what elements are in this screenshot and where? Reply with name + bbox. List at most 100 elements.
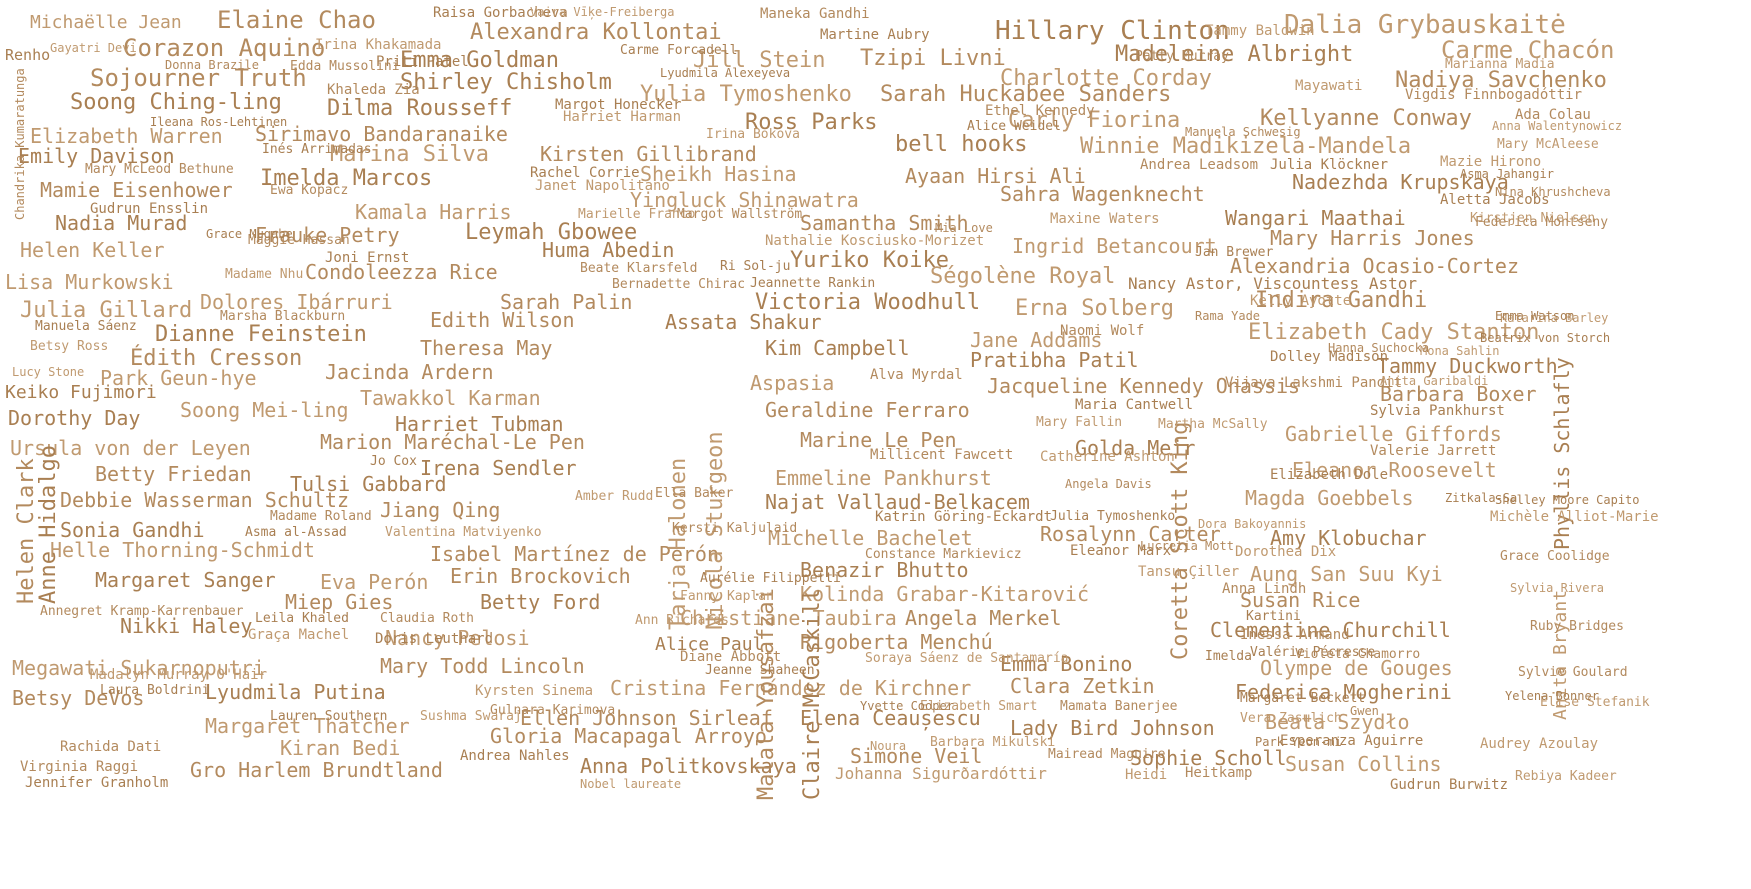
word-56: Victoria Woodhull bbox=[755, 290, 981, 315]
word-15: Charlotte Corday bbox=[1000, 66, 1212, 91]
word-247: Gulnara Karimova bbox=[490, 703, 616, 718]
word-166: Vigdis Finnbogadóttir bbox=[1405, 87, 1583, 103]
word-222: Valentina Matviyenko bbox=[385, 525, 542, 540]
word-264: Heidi bbox=[1125, 767, 1168, 783]
word-68: Pratibha Patil bbox=[970, 348, 1139, 372]
word-169: Ethel Kennedy bbox=[985, 103, 1095, 119]
word-210: Martha McSally bbox=[1158, 417, 1268, 432]
word-137: Anna Politkovskaya bbox=[580, 754, 797, 778]
word-179: Julia Klöckner bbox=[1270, 157, 1389, 173]
word-163: Khaleda Zia bbox=[327, 82, 420, 98]
word-86: Irena Sendler bbox=[420, 456, 577, 480]
word-100: Isabel Martínez de Perón bbox=[430, 542, 719, 566]
word-47: Huma Abedin bbox=[542, 238, 675, 262]
word-241: Diane Abbott bbox=[680, 649, 782, 665]
word-13: Sojourner Truth bbox=[90, 64, 307, 92]
word-64: Theresa May bbox=[420, 336, 553, 360]
word-207: Mary Fallin bbox=[1036, 415, 1123, 430]
word-118: Mary Todd Lincoln bbox=[380, 654, 585, 678]
word-182: Gudrun Ensslin bbox=[90, 201, 209, 217]
word-256: Mairead Maguire bbox=[1048, 747, 1166, 762]
word-92: Najat Vallaud-Belkacem bbox=[765, 490, 1030, 514]
word-246: Kyrsten Sinema bbox=[475, 683, 594, 699]
word-123: Cristina Fernández de Kirchner bbox=[610, 676, 972, 700]
word-10: Tzipi Livni bbox=[860, 46, 1006, 71]
word-72: Aspasia bbox=[750, 371, 835, 395]
word-268: Gwen bbox=[1350, 704, 1379, 718]
word-274: Grace Coolidge bbox=[1500, 549, 1610, 564]
word-65: Kim Campbell bbox=[765, 336, 910, 360]
word-161: Lyudmila Alexeyeva bbox=[660, 66, 791, 80]
word-39: Kamala Harris bbox=[355, 200, 512, 224]
word-218: Katrin Göring-Eckardt bbox=[875, 509, 1053, 525]
word-89: Tulsi Gabbard bbox=[290, 472, 447, 496]
word-132: Kiran Bedi bbox=[280, 736, 401, 760]
word-248: Margaret Beckett bbox=[1240, 691, 1366, 706]
word-211: Valerie Jarrett bbox=[1370, 443, 1497, 459]
word-154: Edda Mussolini bbox=[290, 59, 400, 74]
word-121: Betsy DeVos bbox=[12, 686, 145, 710]
word-184: Margot Wallström bbox=[677, 207, 803, 222]
word-98: Amy Klobuchar bbox=[1270, 526, 1427, 550]
word-122: Lyudmila Putina bbox=[205, 680, 386, 704]
word-104: Benazir Bhutto bbox=[800, 558, 969, 582]
word-5: Hillary Clinton bbox=[995, 16, 1230, 46]
word-236: Doris Leuthard bbox=[375, 631, 494, 647]
word-208: Vijaya Lakshmi Pandit bbox=[1225, 375, 1403, 391]
word-49: Condoleezza Rice bbox=[305, 260, 498, 284]
word-212: Jo Cox bbox=[370, 454, 417, 469]
word-117: Megawati Sukarnoputri bbox=[12, 656, 265, 680]
word-73: Jacqueline Kennedy Onassis bbox=[987, 374, 1301, 398]
word-59: Assata Shakur bbox=[665, 310, 822, 334]
word-70: Jacinda Ardern bbox=[325, 360, 494, 384]
word-185: Aletta Jacobs bbox=[1440, 192, 1550, 208]
word-270: Elise Stefanik bbox=[1540, 695, 1650, 710]
word-267: Vera Zasulich bbox=[1240, 711, 1342, 726]
word-261: Nobel laureate bbox=[580, 777, 682, 791]
word-202: Naomi Wolf bbox=[1060, 323, 1145, 339]
word-84: Gabrielle Giffords bbox=[1285, 422, 1502, 446]
word-189: Maxine Waters bbox=[1050, 211, 1160, 227]
word-171: Irina Bokova bbox=[706, 127, 800, 142]
word-119: Emma Bonino bbox=[1000, 652, 1133, 676]
word-149: Priti Patel bbox=[376, 54, 469, 70]
word-94: Jiang Qing bbox=[380, 498, 501, 522]
word-2: Raisa Gorbacheva bbox=[433, 5, 568, 21]
word-134: Sophie Scholl bbox=[1130, 746, 1287, 770]
word-272: Yelena Bonner bbox=[1505, 689, 1599, 703]
word-67: Édith Cresson bbox=[130, 346, 303, 371]
word-88: Betty Friedan bbox=[95, 462, 252, 486]
word-205: Alva Myrdal bbox=[870, 367, 963, 383]
word-178: Andrea Leadsom bbox=[1140, 157, 1259, 173]
word-90: Emmeline Pankhurst bbox=[775, 466, 992, 490]
word-251: Lauren Southern bbox=[270, 709, 388, 724]
word-231: Fanny Kaplan bbox=[680, 589, 774, 604]
word-215: Elizabeth Dole bbox=[1270, 467, 1389, 483]
word-158: Renho bbox=[5, 46, 51, 64]
word-28: Kirsten Gillibrand bbox=[540, 142, 757, 166]
word-289: Mia Love bbox=[935, 221, 993, 235]
word-260: Jennifer Granholm bbox=[25, 775, 169, 791]
word-230: Leila Khaled bbox=[255, 611, 349, 626]
word-20: Dilma Rousseff bbox=[327, 96, 513, 121]
word-110: Nikki Haley bbox=[120, 614, 253, 638]
word-80: Harriet Tubman bbox=[395, 412, 564, 436]
word-221: Asma al-Assad bbox=[245, 525, 347, 540]
word-259: Virginia Raggi bbox=[20, 759, 139, 775]
word-206: Maria Cantwell bbox=[1075, 397, 1194, 413]
word-101: Margaret Sanger bbox=[95, 568, 276, 592]
word-174: Mary McAleese bbox=[1497, 137, 1599, 152]
word-38: Nadia Murad bbox=[55, 211, 188, 235]
word-237: Ann Richards bbox=[635, 613, 729, 628]
word-78: Soong Mei-ling bbox=[180, 398, 349, 422]
word-180: Mazie Hirono bbox=[1440, 154, 1542, 170]
word-12: Carme Chacón bbox=[1441, 36, 1615, 64]
word-142: Malala Yousafzai bbox=[754, 588, 779, 800]
word-109: Susan Rice bbox=[1240, 588, 1361, 612]
word-6: Dalia Grybauskaitė bbox=[1284, 10, 1566, 40]
word-266: Park Yeon-mi bbox=[1255, 735, 1342, 749]
word-290: Julia Tymoshenko bbox=[1050, 509, 1176, 524]
word-288: Anita Garibaldi bbox=[1380, 374, 1489, 388]
word-96: Michelle Bachelet bbox=[768, 526, 973, 550]
